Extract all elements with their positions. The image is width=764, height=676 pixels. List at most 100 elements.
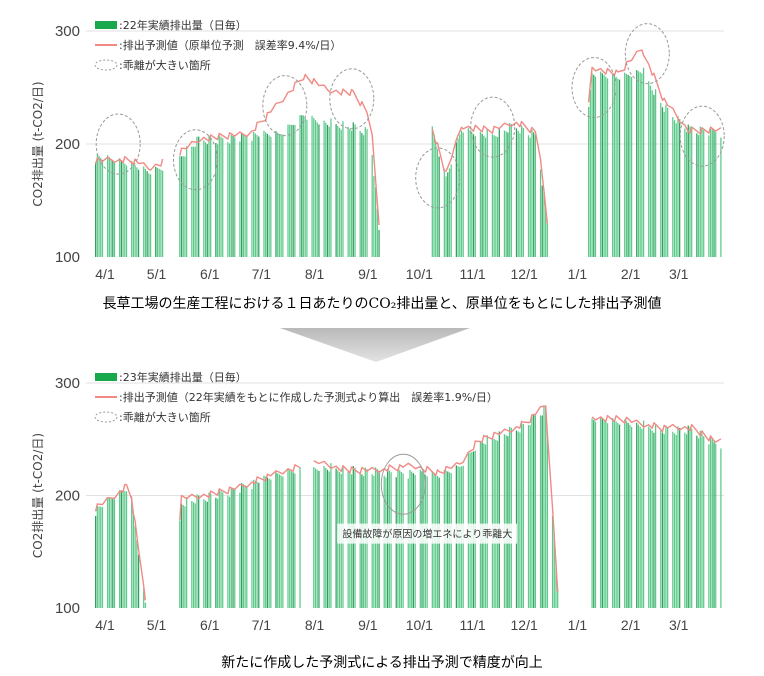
bar [134, 525, 136, 608]
bar [108, 498, 110, 608]
bar [230, 134, 232, 257]
bar [642, 420, 645, 608]
x-tick-label: 10/1 [406, 266, 433, 282]
bar [314, 468, 317, 608]
bar [660, 430, 662, 608]
bar [112, 160, 114, 257]
bar [543, 191, 545, 257]
x-tick-label: 7/1 [252, 266, 272, 282]
annotation-box [337, 523, 518, 544]
x-tick-label: 6/1 [200, 266, 220, 282]
bar [624, 72, 626, 258]
bar [352, 122, 354, 257]
bar [467, 128, 469, 257]
bar [232, 135, 234, 257]
bar [469, 130, 471, 257]
bar [667, 427, 669, 608]
bar [338, 127, 341, 257]
bar [96, 506, 98, 608]
bar [493, 438, 495, 608]
bar [287, 124, 289, 257]
legend-label: :23年実績排出量（日毎） [119, 370, 247, 384]
bar [316, 122, 318, 257]
bar [591, 418, 593, 608]
bar [218, 135, 220, 257]
bar [505, 435, 507, 608]
bar [617, 423, 619, 608]
bar [242, 484, 244, 608]
bar [533, 132, 535, 257]
bar [491, 437, 494, 608]
bar [613, 419, 616, 608]
bar [593, 419, 595, 608]
bar [96, 153, 98, 257]
bar [665, 425, 667, 608]
bar [299, 467, 301, 608]
bar [601, 73, 603, 257]
bar [144, 168, 147, 257]
bar [481, 133, 483, 257]
prediction-line [591, 414, 722, 443]
bar [605, 421, 607, 608]
bar [107, 155, 109, 257]
bar [589, 90, 591, 257]
bar [208, 135, 210, 257]
bar [278, 134, 281, 257]
bar [510, 427, 512, 608]
bar [455, 142, 457, 257]
y-tick-label: 100 [55, 249, 80, 266]
bar [697, 438, 700, 608]
bar [713, 130, 715, 257]
bar [433, 134, 435, 257]
x-tick-label: 7/1 [252, 617, 272, 633]
bar [192, 146, 195, 257]
bar [242, 133, 244, 257]
bar [277, 132, 279, 257]
bar [491, 134, 494, 257]
bar [675, 123, 677, 257]
bar [120, 159, 123, 257]
bar [708, 135, 710, 257]
bar [120, 490, 123, 608]
bar [337, 125, 339, 257]
bar [137, 169, 140, 257]
bar [203, 140, 205, 257]
bar [318, 470, 320, 608]
bar [699, 126, 701, 257]
bar [691, 128, 693, 257]
bar [294, 473, 296, 608]
bar [618, 79, 621, 257]
chart-svg: 100 200 300 CO2排出量 (t-CO2/日) 4/1 5/1 6/1 7/1 8/1… [31, 18, 725, 282]
bar [196, 494, 198, 608]
x-tick-label: 11/1 [460, 617, 486, 633]
bar [299, 115, 301, 258]
bar [222, 138, 224, 257]
x-tick-label: 9/1 [358, 617, 378, 633]
bar [340, 129, 342, 257]
bar [531, 129, 533, 257]
x-tick-label: 11/1 [460, 266, 486, 282]
deviation-ellipse [329, 68, 375, 130]
bar [244, 485, 246, 608]
bar [708, 444, 710, 608]
bar [191, 146, 193, 257]
bar [239, 492, 241, 608]
bar [287, 469, 289, 608]
annotation-text: 設備故障が原因の増エネにより乖離大 [342, 528, 512, 541]
bar [100, 506, 102, 608]
bar [495, 136, 497, 257]
bar [265, 476, 267, 608]
bar [266, 477, 269, 608]
bar [591, 73, 593, 258]
deviation-ellipse [470, 96, 516, 158]
bar [603, 74, 605, 258]
bar [545, 405, 547, 608]
bar [618, 424, 621, 608]
bar [436, 149, 439, 257]
bar [539, 169, 542, 257]
bar [661, 432, 664, 608]
deviation-ellipse [624, 23, 670, 85]
bar [158, 168, 160, 257]
bar [325, 467, 327, 608]
bar [302, 115, 305, 257]
